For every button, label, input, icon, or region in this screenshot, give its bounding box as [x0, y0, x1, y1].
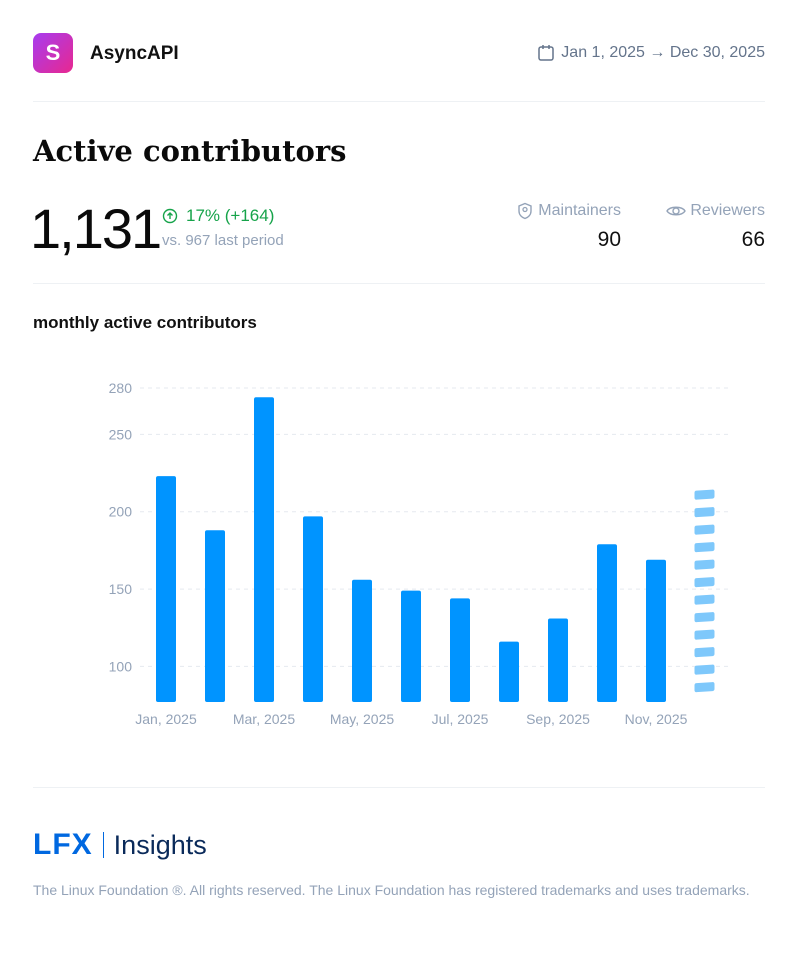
stat-label: Reviewers — [690, 202, 765, 219]
x-tick-label: May, 2025 — [330, 711, 395, 727]
chart-title: monthly active contributors — [33, 313, 257, 332]
x-tick-label: Jan, 2025 — [135, 711, 197, 727]
bar — [352, 579, 372, 702]
divider — [33, 101, 765, 102]
bar-partial-segment — [694, 542, 715, 553]
lfx-insights-logo: LFX Insights — [33, 828, 207, 862]
y-tick-label: 280 — [109, 380, 133, 396]
stat-value: 90 — [597, 228, 621, 251]
bar-partial-segment — [694, 664, 715, 675]
stat-label: Maintainers — [538, 202, 621, 219]
bar-partial-segment — [694, 507, 715, 518]
bar — [401, 590, 421, 702]
bar-partial-segment — [694, 524, 715, 535]
bar-chart: 100 150 200 250 280 Jan, 2025 Mar, 2025 May, 20… — [109, 380, 732, 727]
bar — [156, 476, 176, 702]
bar-partial-segment — [694, 559, 715, 570]
change-text: 17% (+164) — [186, 206, 275, 225]
x-tick-label: Nov, 2025 — [625, 711, 688, 727]
bar — [646, 559, 666, 702]
divider — [33, 283, 765, 284]
bar-partial-segment — [694, 594, 715, 605]
bar-partial-segment — [694, 647, 715, 658]
bar-partial-segment — [694, 577, 715, 588]
y-tick-label: 250 — [109, 426, 133, 442]
y-tick-label: 100 — [109, 658, 133, 674]
bar — [548, 618, 568, 702]
metric-title: Active contributors — [33, 134, 347, 168]
metric-change: 17% (+164) — [162, 206, 274, 226]
bar — [597, 544, 617, 702]
bar — [303, 516, 323, 702]
project-name: AsyncAPI — [90, 43, 179, 64]
bar-partial-segment — [694, 629, 715, 640]
x-tick-label: Mar, 2025 — [233, 711, 295, 727]
calendar-icon — [538, 45, 555, 61]
y-tick-label: 150 — [109, 581, 133, 597]
bar — [450, 598, 470, 702]
bar-partial-segment — [694, 489, 715, 500]
stat-reviewers: Reviewers 66 — [666, 202, 765, 252]
comparison-text: vs. 967 last period — [162, 232, 284, 249]
bar — [205, 530, 225, 702]
bar-partial-segment — [694, 612, 715, 623]
bar — [254, 397, 274, 702]
x-tick-label: Sep, 2025 — [526, 711, 590, 727]
legal-text: The Linux Foundation ®. All rights reser… — [33, 882, 750, 898]
divider — [33, 787, 765, 788]
eye-icon — [666, 206, 687, 216]
shield-user-icon — [518, 202, 532, 220]
metric-value: 1,131 — [30, 197, 162, 260]
lfx-brand: LFX — [33, 828, 93, 861]
stat-maintainers: Maintainers 90 — [516, 202, 621, 252]
x-tick-label: Jul, 2025 — [432, 711, 489, 727]
date-range[interactable]: Jan 1, 2025 → Dec 30, 2025 — [537, 44, 765, 62]
bar-partial-segment — [694, 682, 715, 693]
date-range-text: Jan 1, 2025 → Dec 30, 2025 — [561, 44, 765, 61]
bar — [499, 641, 519, 702]
insights-brand: Insights — [113, 829, 207, 860]
y-tick-label: 200 — [109, 504, 133, 520]
stat-value: 66 — [741, 228, 765, 251]
project-logo: S — [33, 33, 73, 73]
arrow-up-circle-icon — [162, 208, 178, 224]
